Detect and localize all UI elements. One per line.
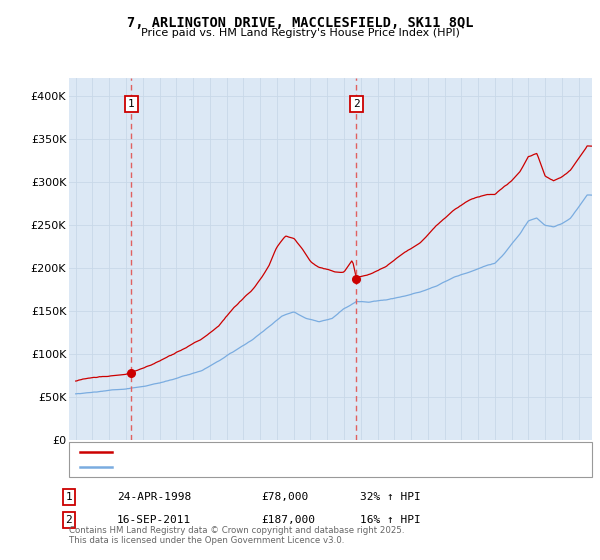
Text: 16-SEP-2011: 16-SEP-2011 xyxy=(117,515,191,525)
Text: 7, ARLINGTON DRIVE, MACCLESFIELD, SK11 8QL (semi-detached house): 7, ARLINGTON DRIVE, MACCLESFIELD, SK11 8… xyxy=(119,447,478,457)
Text: HPI: Average price, semi-detached house, Cheshire East: HPI: Average price, semi-detached house,… xyxy=(119,463,400,473)
Text: 32% ↑ HPI: 32% ↑ HPI xyxy=(360,492,421,502)
Text: £78,000: £78,000 xyxy=(261,492,308,502)
Text: £187,000: £187,000 xyxy=(261,515,315,525)
Text: 2: 2 xyxy=(65,515,73,525)
Text: 1: 1 xyxy=(65,492,73,502)
Text: 24-APR-1998: 24-APR-1998 xyxy=(117,492,191,502)
Text: Price paid vs. HM Land Registry's House Price Index (HPI): Price paid vs. HM Land Registry's House … xyxy=(140,28,460,38)
Text: 16% ↑ HPI: 16% ↑ HPI xyxy=(360,515,421,525)
Text: 2: 2 xyxy=(353,99,359,109)
Text: Contains HM Land Registry data © Crown copyright and database right 2025.
This d: Contains HM Land Registry data © Crown c… xyxy=(69,526,404,545)
Text: 7, ARLINGTON DRIVE, MACCLESFIELD, SK11 8QL: 7, ARLINGTON DRIVE, MACCLESFIELD, SK11 8… xyxy=(127,16,473,30)
Text: 1: 1 xyxy=(128,99,134,109)
